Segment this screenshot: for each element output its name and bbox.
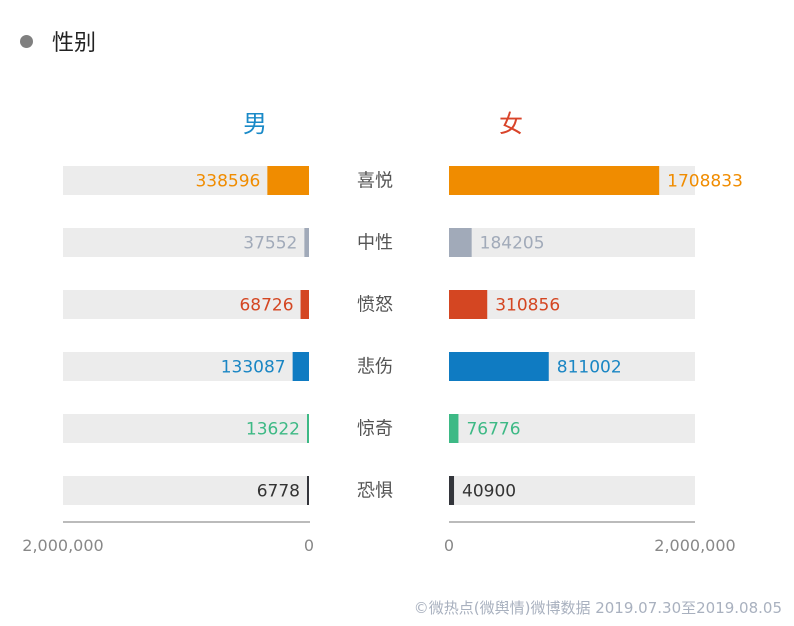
value-label-female: 40900 [462, 482, 516, 502]
tick-label-female-zero: 0 [444, 536, 454, 555]
value-label-male: 338596 [195, 172, 260, 192]
bar-track-female [449, 414, 695, 443]
bar-track-female [449, 228, 695, 257]
bar-female [449, 290, 488, 319]
value-label-male: 133087 [221, 358, 286, 378]
section-header: 性别 [20, 26, 96, 56]
bar-track-male [63, 414, 309, 443]
bar-male [300, 290, 309, 319]
category-label: 悲伤 [357, 357, 393, 378]
value-label-male: 6778 [257, 482, 300, 502]
bar-male [292, 352, 309, 381]
category-label: 愤怒 [357, 295, 393, 316]
tick-label-male-zero: 0 [304, 536, 314, 555]
bar-female [449, 352, 549, 381]
value-label-female: 811002 [557, 358, 622, 378]
bar-track-male [63, 476, 309, 505]
male-header: 男 [243, 110, 267, 138]
value-label-female: 184205 [480, 234, 545, 254]
bar-male [267, 166, 309, 195]
value-label-female: 1708833 [667, 172, 743, 192]
bar-male [304, 228, 309, 257]
section-title: 性别 [52, 31, 97, 56]
bar-female [449, 476, 455, 505]
value-label-female: 310856 [495, 296, 560, 316]
value-label-female: 76776 [466, 420, 520, 440]
value-label-male: 37552 [243, 234, 297, 254]
bar-track-female [449, 290, 695, 319]
tick-label-male-max: 2,000,000 [22, 536, 103, 555]
value-label-male: 13622 [246, 420, 300, 440]
bar-track-male [63, 290, 309, 319]
bar-track-male [63, 352, 309, 381]
bar-female [449, 414, 459, 443]
bar-female [449, 166, 660, 195]
bullet-dot-icon [20, 34, 33, 48]
category-label: 惊奇 [357, 419, 393, 440]
bar-track-male [63, 228, 309, 257]
value-label-male: 68726 [239, 296, 293, 316]
category-label: 恐惧 [357, 481, 393, 502]
bar-track-female [449, 476, 695, 505]
bar-female [449, 228, 472, 257]
bar-male [307, 476, 309, 505]
category-label: 中性 [357, 233, 393, 254]
female-header: 女 [499, 110, 523, 138]
tick-label-female-max: 2,000,000 [654, 536, 735, 555]
bar-male [307, 414, 309, 443]
category-label: 喜悦 [357, 171, 393, 192]
data-source-note: ©微热点(微舆情)微博数据 2019.07.30至2019.08.05 [413, 599, 782, 617]
